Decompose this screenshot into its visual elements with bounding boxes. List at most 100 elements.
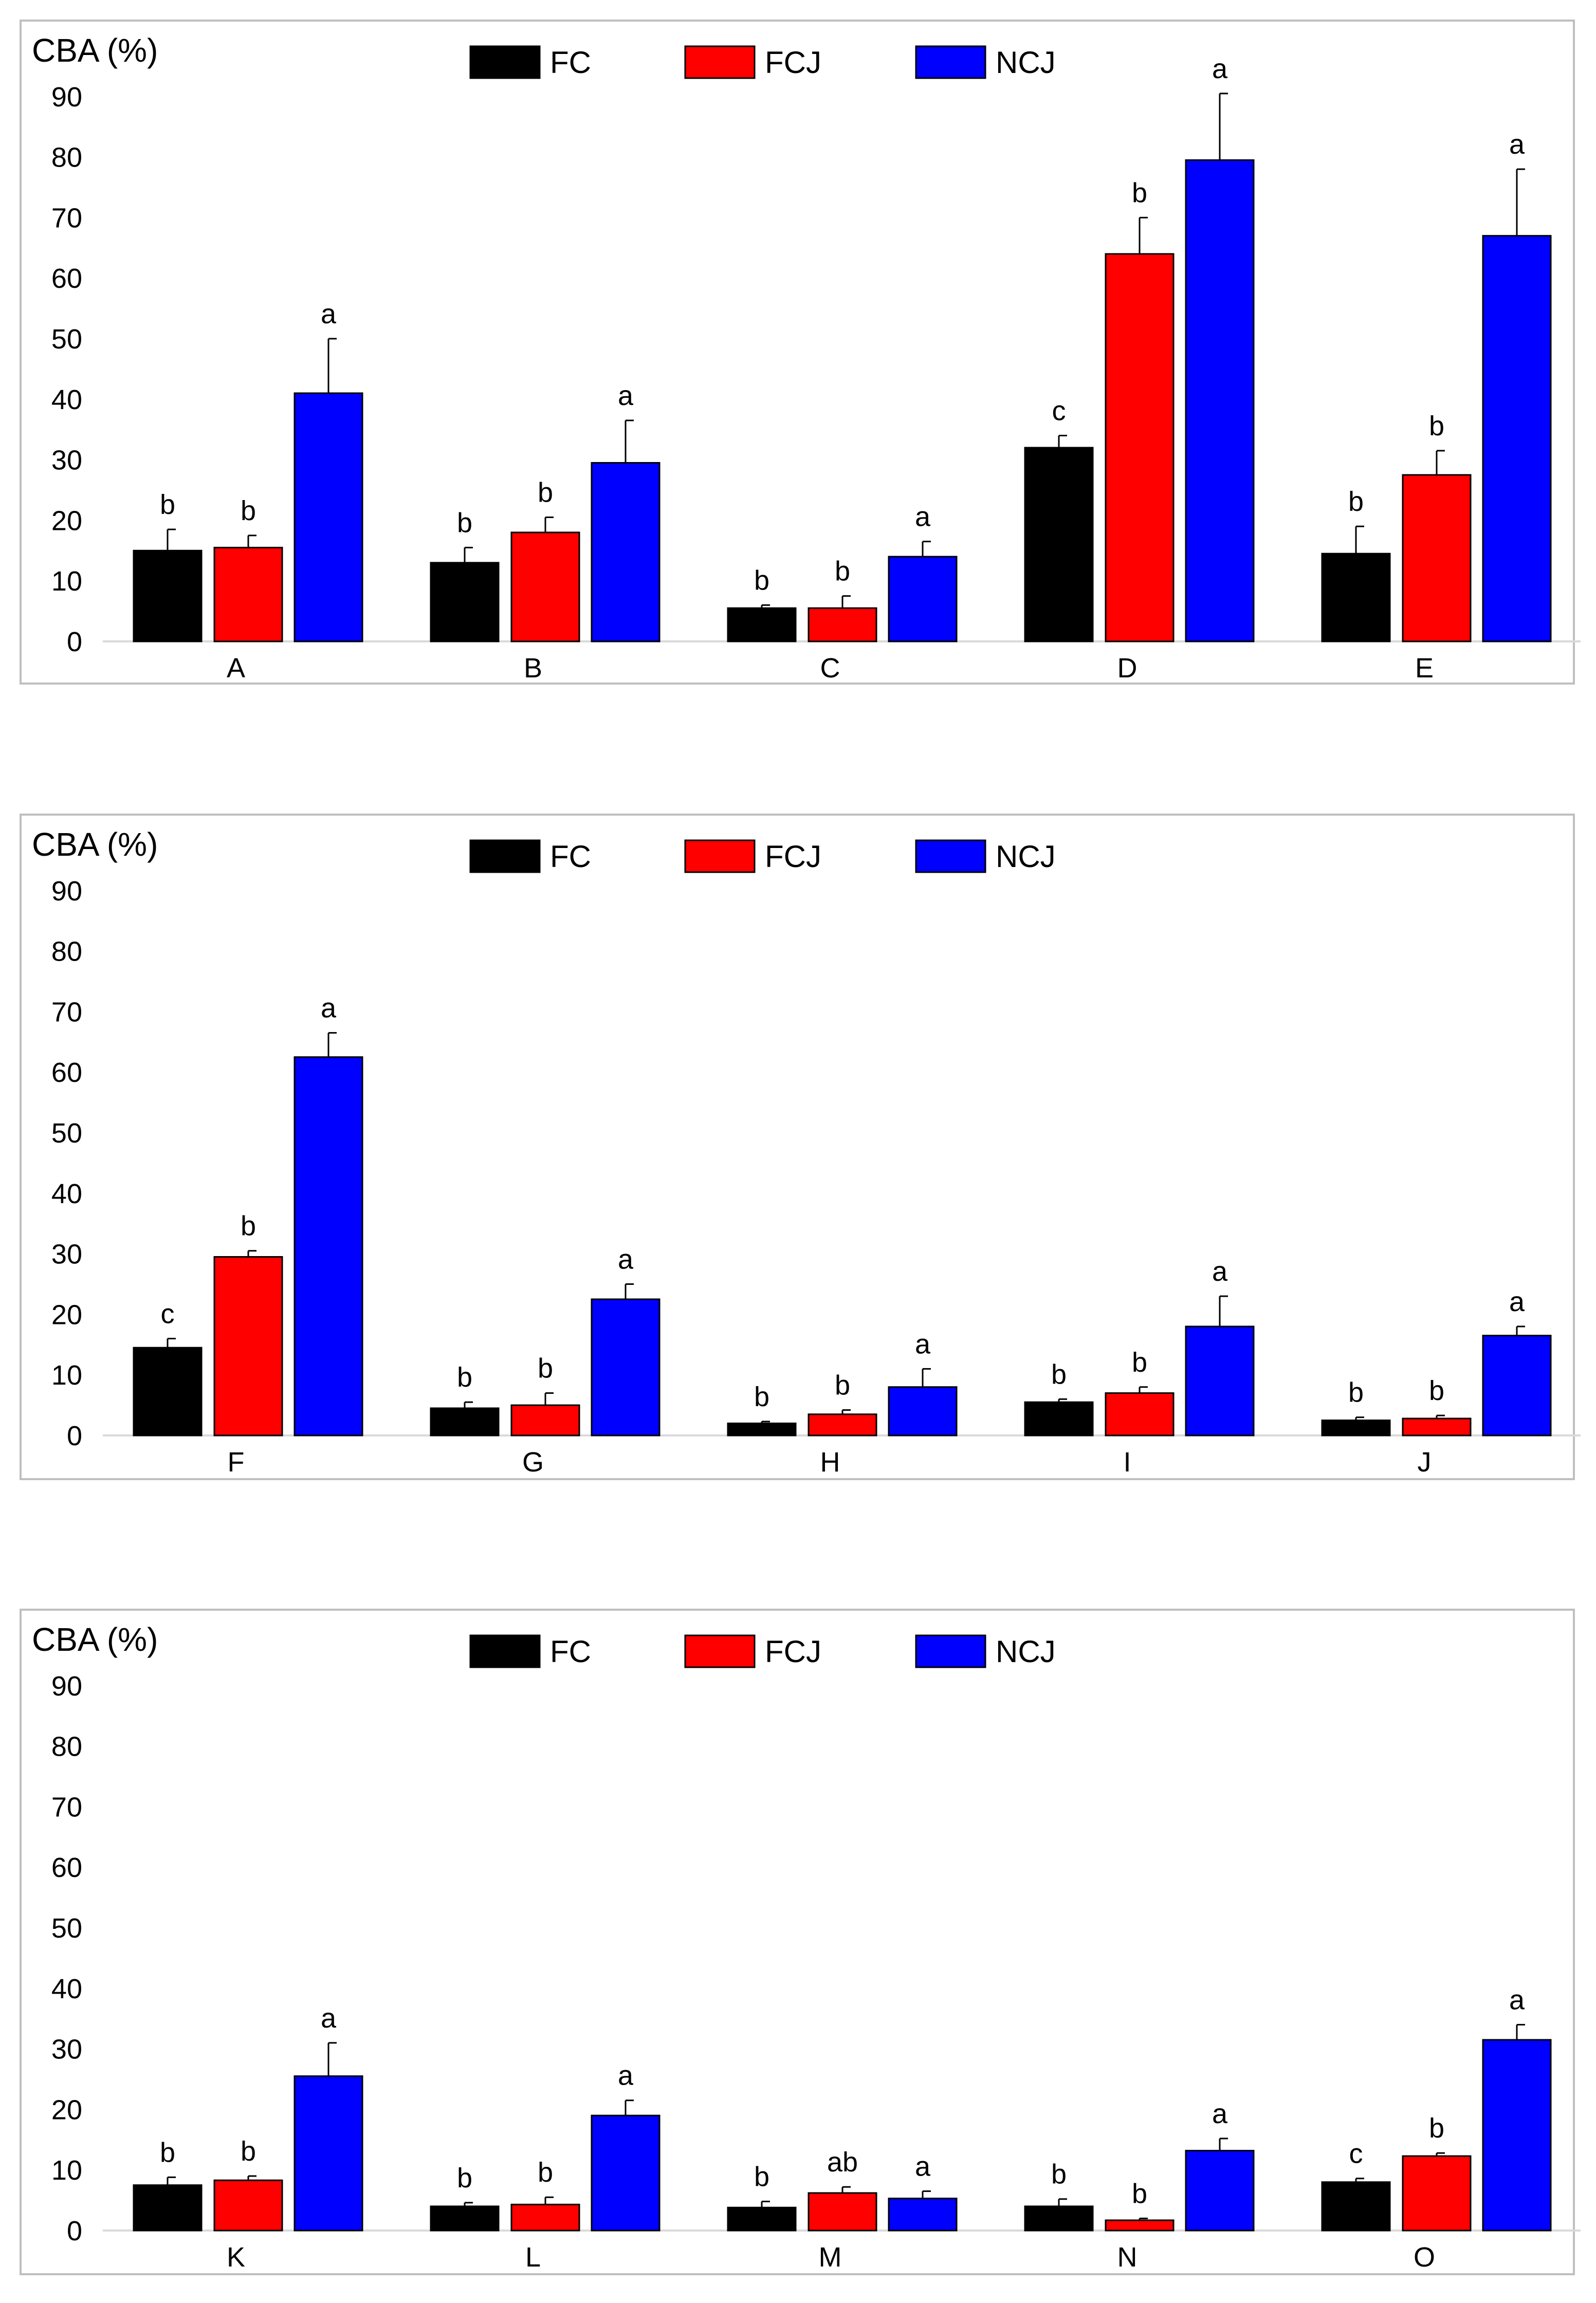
y-tick-label: 50: [51, 324, 82, 355]
significance-letter: a: [321, 993, 337, 1024]
x-tick-label: E: [1415, 653, 1434, 684]
y-tick-label: 50: [51, 1913, 82, 1944]
bar: [293, 1056, 363, 1436]
significance-letter: a: [1212, 53, 1228, 84]
significance-letter: a: [1212, 2098, 1228, 2129]
y-tick-label: 10: [51, 566, 82, 597]
bar: [1402, 1417, 1472, 1436]
y-axis-label: CBA (%): [32, 1621, 158, 1658]
y-tick-label: 60: [51, 1852, 82, 1883]
y-tick-label: 80: [51, 1731, 82, 1762]
bar: [293, 2075, 363, 2232]
bar: [133, 2184, 203, 2232]
significance-letter: b: [538, 1353, 553, 1384]
legend-swatch-fcj: [684, 45, 756, 79]
y-axis-label: CBA (%): [32, 32, 158, 69]
bar: [1482, 235, 1552, 642]
significance-letter: b: [835, 556, 850, 587]
significance-letter: b: [241, 495, 256, 526]
bar: [808, 607, 877, 642]
significance-letter: b: [835, 1370, 850, 1401]
bar: [591, 462, 661, 642]
significance-letter: b: [754, 2161, 769, 2192]
bar: [1024, 2205, 1094, 2232]
x-tick-label: H: [820, 1447, 840, 1478]
significance-letter: a: [915, 1329, 931, 1359]
legend-label-ncj: NCJ: [996, 45, 1056, 80]
significance-letter: b: [241, 1211, 256, 1242]
bar: [133, 549, 203, 642]
x-tick-label: D: [1117, 653, 1138, 684]
legend-label-fcj: FCJ: [765, 839, 821, 874]
x-tick-label: M: [819, 2242, 842, 2273]
plot-frame: [20, 20, 1575, 685]
significance-letter: b: [457, 2163, 472, 2194]
bar: [727, 607, 797, 642]
legend-swatch-ncj: [915, 45, 986, 79]
bar: [1185, 1325, 1255, 1436]
bar: [213, 2179, 283, 2232]
x-tick-label: F: [228, 1447, 245, 1478]
chart-panel-2: CBA (%) 0 10 20 30 40 50 60 70 80 90 FC FCJ NCJ Fc b a Gb…: [20, 814, 1581, 1480]
x-tick-label: N: [1117, 2242, 1138, 2273]
y-tick-label: 40: [51, 384, 82, 415]
significance-letter: b: [1132, 2178, 1147, 2209]
significance-letter: b: [1051, 1359, 1067, 1390]
significance-letter: b: [1429, 2113, 1444, 2144]
y-tick-label: 20: [51, 505, 82, 536]
significance-letter: a: [618, 1244, 634, 1275]
bar: [1402, 2155, 1472, 2232]
significance-letter: b: [1132, 1347, 1147, 1378]
y-tick-label: 30: [51, 2034, 82, 2065]
bar: [1482, 2039, 1552, 2232]
y-tick-label: 30: [51, 445, 82, 476]
legend-swatch-ncj: [915, 839, 986, 873]
x-tick-label: I: [1123, 1447, 1131, 1478]
bar: [1185, 159, 1255, 642]
significance-letter: a: [618, 2060, 634, 2091]
significance-letter: a: [1509, 129, 1525, 160]
y-tick-label: 60: [51, 1057, 82, 1088]
x-tick-label: J: [1418, 1447, 1432, 1478]
significance-letter: b: [754, 1381, 769, 1412]
y-tick-label: 0: [67, 627, 82, 657]
significance-letter: b: [241, 2136, 256, 2167]
plot-frame: [20, 814, 1575, 1480]
significance-letter: ab: [827, 2147, 858, 2178]
bar: [1321, 1420, 1391, 1436]
bar: [1105, 2219, 1175, 2232]
bar: [727, 2206, 797, 2232]
y-tick-label: 90: [51, 82, 82, 113]
bar: [510, 1404, 580, 1436]
plot-frame: [20, 1609, 1575, 2275]
y-tick-label: 10: [51, 1360, 82, 1391]
y-tick-label: 40: [51, 1178, 82, 1209]
bar: [1105, 1392, 1175, 1436]
significance-letter: b: [160, 489, 175, 520]
x-tick-label: A: [227, 653, 245, 684]
significance-letter: b: [1429, 1375, 1444, 1406]
legend-swatch-fcj: [684, 839, 756, 873]
significance-letter: b: [160, 2137, 175, 2168]
significance-letter: b: [1132, 177, 1147, 208]
bar: [888, 556, 958, 642]
significance-letter: a: [321, 299, 337, 329]
bar: [1321, 2181, 1391, 2232]
significance-letter: a: [1509, 1984, 1525, 2015]
significance-letter: a: [1212, 1256, 1228, 1287]
chart-panel-1: CBA (%) 0 10 20 30 40 50 60 70 80 90 FC FCJ NCJ Ab b a Bb…: [20, 20, 1581, 685]
significance-letter: c: [1052, 395, 1066, 426]
y-tick-label: 90: [51, 1671, 82, 1702]
y-tick-label: 40: [51, 1974, 82, 2004]
bar: [591, 2114, 661, 2232]
y-tick-label: 70: [51, 202, 82, 233]
y-tick-label: 90: [51, 876, 82, 907]
significance-letter: b: [1348, 1377, 1364, 1408]
y-tick-label: 20: [51, 2094, 82, 2125]
bar: [293, 392, 363, 642]
significance-letter: a: [915, 2151, 931, 2182]
legend-swatch-fcj: [684, 1634, 756, 1668]
x-tick-label: B: [524, 653, 542, 684]
bar: [510, 531, 580, 642]
